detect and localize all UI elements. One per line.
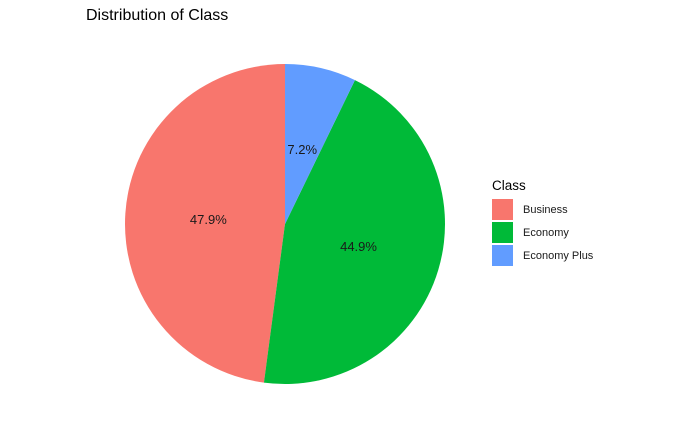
slice-label-business: 47.9% xyxy=(190,212,227,227)
chart-title: Distribution of Class xyxy=(86,7,229,24)
legend-swatch-business xyxy=(492,199,513,220)
slice-label-economy-plus: 7.2% xyxy=(287,142,317,157)
pie-slice-economy-plus xyxy=(285,64,355,224)
legend-label-business: Business xyxy=(523,203,568,216)
legend-item-business: Business xyxy=(492,198,593,221)
legend-swatch-economy-plus xyxy=(492,245,513,266)
pie-slice-business xyxy=(125,64,286,383)
legend-swatch-economy xyxy=(492,222,513,243)
legend: Class Business Economy Economy Plus xyxy=(492,178,593,267)
legend-label-economy: Economy xyxy=(523,226,569,239)
legend-label-economy-plus: Economy Plus xyxy=(523,249,594,262)
legend-item-economy: Economy xyxy=(492,221,593,244)
pie-slice-economy xyxy=(263,80,445,385)
legend-title: Class xyxy=(492,178,526,193)
slice-label-economy: 44.9% xyxy=(340,239,377,254)
legend-item-economy-plus: Economy Plus xyxy=(492,244,593,267)
